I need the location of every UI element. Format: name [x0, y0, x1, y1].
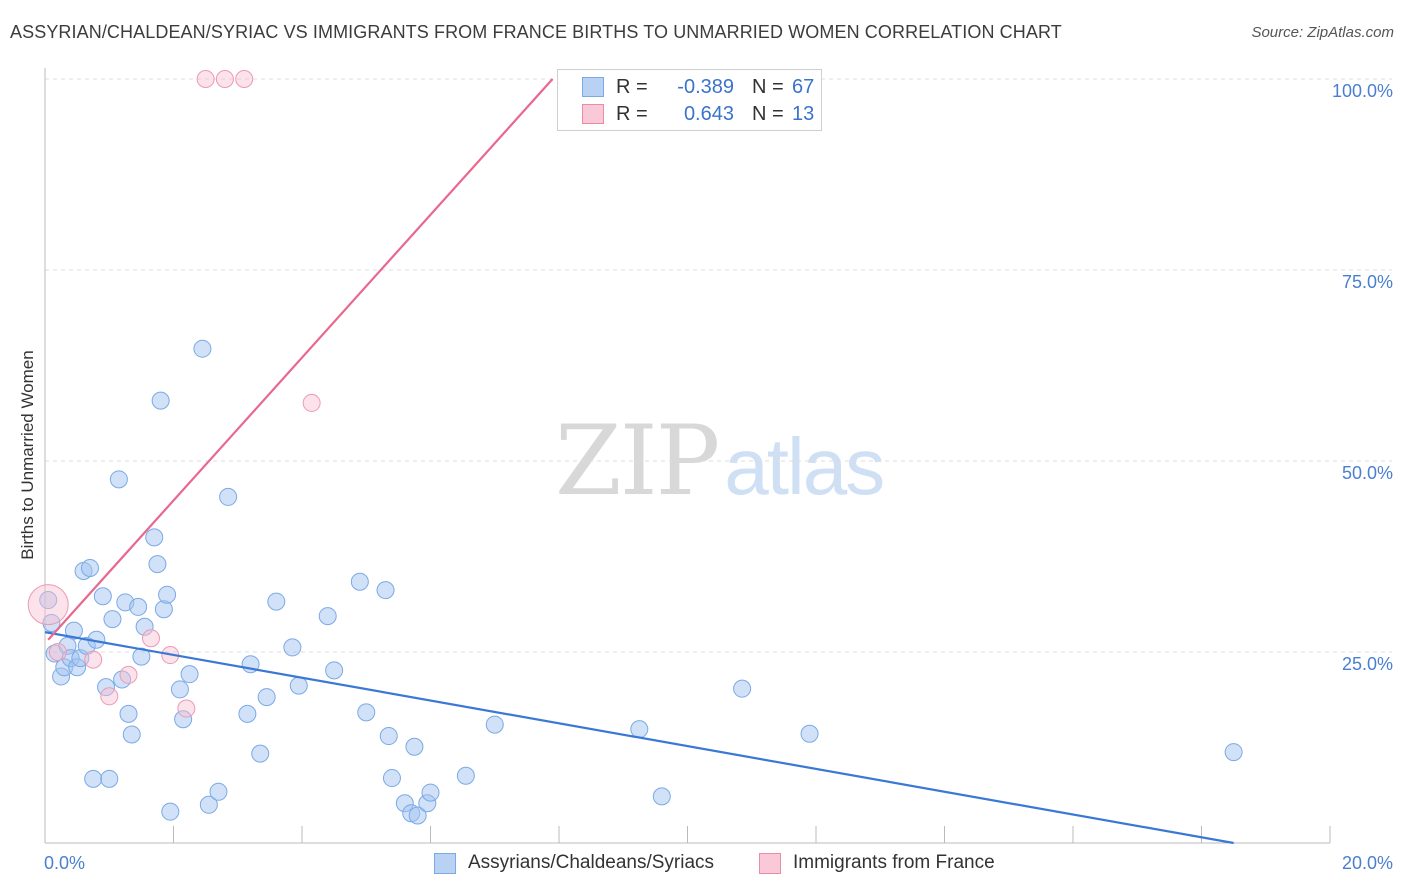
point-assyrians	[485, 715, 504, 734]
watermark-atlas: atlas	[724, 422, 885, 511]
point-france	[215, 70, 234, 88]
point-assyrians	[209, 782, 228, 801]
point-assyrians	[408, 806, 427, 825]
point-assyrians	[238, 704, 257, 723]
point-assyrians	[325, 661, 344, 680]
data-points	[27, 70, 1243, 825]
legend-n-value: 67	[792, 75, 815, 98]
y-tick-label: 25.0%	[1342, 654, 1393, 674]
legend-swatch-blue	[582, 77, 604, 97]
legend-n-label: N =	[752, 102, 784, 125]
x-tick-label: 20.0%	[1342, 853, 1393, 873]
point-assyrians	[800, 724, 819, 743]
series-legend-france: Immigrants from France	[759, 852, 995, 874]
point-assyrians	[350, 572, 369, 591]
point-assyrians	[122, 725, 141, 744]
legend-row-france: R = 0.643 N = 13	[582, 101, 814, 127]
legend-row-assyrians: R = -0.389 N = 67	[582, 74, 814, 100]
point-assyrians	[376, 581, 395, 600]
point-assyrians	[93, 587, 112, 606]
point-assyrians	[42, 613, 61, 632]
point-assyrians	[379, 727, 398, 746]
series-swatch-pink	[759, 852, 781, 874]
legend-r-value: 0.643	[683, 102, 734, 125]
point-france	[302, 393, 321, 412]
point-assyrians	[129, 597, 148, 616]
point-assyrians	[119, 704, 138, 723]
point-assyrians	[251, 744, 270, 763]
point-assyrians	[174, 710, 193, 729]
y-tick-label: 100.0%	[1332, 81, 1393, 101]
chart-title: ASSYRIAN/CHALDEAN/SYRIAC VS IMMIGRANTS F…	[10, 22, 1062, 42]
legend-swatch-pink	[582, 104, 604, 124]
point-assyrians	[135, 617, 154, 636]
point-assyrians	[456, 766, 475, 785]
point-assyrians	[199, 795, 218, 814]
trend-line-france	[47, 78, 554, 641]
y-tick-label: 50.0%	[1342, 463, 1393, 483]
point-assyrians	[113, 670, 132, 689]
point-assyrians	[109, 470, 128, 489]
point-assyrians	[180, 665, 199, 684]
legend-r-value: -0.389	[677, 75, 734, 98]
point-assyrians	[652, 787, 671, 806]
point-assyrians	[289, 676, 308, 695]
point-assyrians	[283, 638, 302, 657]
point-assyrians	[158, 585, 177, 604]
point-assyrians	[1224, 743, 1243, 762]
point-assyrians	[405, 737, 424, 756]
point-assyrians	[84, 769, 103, 788]
point-france	[48, 643, 67, 661]
point-assyrians	[39, 591, 58, 610]
point-assyrians	[151, 391, 170, 410]
correlation-legend: R = -0.389 N = 67 R = 0.643 N = 13	[557, 69, 822, 131]
point-assyrians	[733, 679, 752, 698]
point-assyrians	[103, 610, 122, 629]
point-assyrians	[357, 703, 376, 722]
axes	[44, 68, 1331, 844]
legend-r-label: R =	[616, 102, 648, 125]
point-assyrians	[100, 769, 119, 788]
point-assyrians	[421, 783, 440, 802]
y-tick-labels: 100.0% 75.0% 50.0% 25.0%	[1332, 81, 1393, 674]
point-assyrians	[219, 487, 238, 506]
point-assyrians	[257, 688, 276, 707]
legend-r-label: R =	[616, 75, 648, 98]
point-assyrians	[193, 339, 212, 358]
y-tick-label: 75.0%	[1342, 272, 1393, 292]
point-france	[142, 629, 161, 648]
series-legend-assyrians: Assyrians/Chaldeans/Syriacs	[434, 852, 714, 874]
point-assyrians	[64, 621, 83, 640]
legend-n-value: 13	[792, 102, 815, 125]
point-assyrians	[80, 558, 99, 577]
point-assyrians	[267, 592, 286, 611]
trend-lines	[44, 78, 1234, 845]
point-assyrians	[382, 769, 401, 788]
point-assyrians	[132, 647, 151, 666]
point-france	[119, 665, 138, 684]
x-tick-label: 0.0%	[44, 853, 85, 873]
point-france	[27, 584, 69, 626]
point-assyrians	[170, 680, 189, 699]
x-tick-labels: 0.0% 20.0%	[44, 853, 1393, 873]
point-france	[100, 687, 119, 706]
point-assyrians	[318, 607, 337, 626]
point-assyrians	[161, 802, 180, 821]
series-label: Assyrians/Chaldeans/Syriacs	[468, 852, 715, 873]
legend-n-label: N =	[752, 75, 784, 98]
series-label: Immigrants from France	[793, 852, 995, 873]
trend-line-assyrians	[44, 631, 1234, 845]
point-france	[84, 650, 103, 669]
point-france	[177, 699, 196, 718]
gridlines	[45, 78, 1392, 653]
point-france	[196, 70, 215, 88]
source-credit: Source: ZipAtlas.com	[1251, 24, 1394, 41]
point-assyrians	[630, 720, 649, 739]
point-assyrians	[148, 555, 167, 574]
point-france	[235, 70, 254, 88]
series-swatch-blue	[434, 852, 456, 874]
point-assyrians	[145, 528, 164, 547]
